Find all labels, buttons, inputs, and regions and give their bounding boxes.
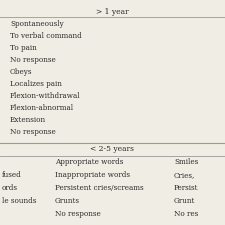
Text: fused: fused [2, 171, 22, 179]
Text: To pain: To pain [10, 44, 37, 52]
Text: Cries,: Cries, [174, 171, 195, 179]
Text: No res: No res [174, 210, 198, 218]
Text: Appropriate words: Appropriate words [55, 158, 123, 166]
Text: Smiles: Smiles [174, 158, 198, 166]
Text: No response: No response [10, 56, 56, 64]
Text: Extension: Extension [10, 116, 46, 124]
Text: Persist: Persist [174, 184, 198, 192]
Text: Grunts: Grunts [55, 197, 80, 205]
Text: Inappropriate words: Inappropriate words [55, 171, 130, 179]
Text: No response: No response [55, 210, 101, 218]
Text: Obeys: Obeys [10, 68, 32, 76]
Text: Flexion-withdrawal: Flexion-withdrawal [10, 92, 81, 100]
Text: Localizes pain: Localizes pain [10, 80, 62, 88]
Text: < 2-5 years: < 2-5 years [90, 145, 134, 153]
Text: ords: ords [2, 184, 18, 192]
Text: To verbal command: To verbal command [10, 32, 82, 40]
Text: Grunt: Grunt [174, 197, 195, 205]
Text: Flexion-abnormal: Flexion-abnormal [10, 104, 74, 112]
Text: Persistent cries/screams: Persistent cries/screams [55, 184, 144, 192]
Text: > 1 year: > 1 year [96, 8, 128, 16]
Text: le sounds: le sounds [2, 197, 36, 205]
Text: No response: No response [10, 128, 56, 136]
Text: Spontaneously: Spontaneously [10, 20, 64, 28]
